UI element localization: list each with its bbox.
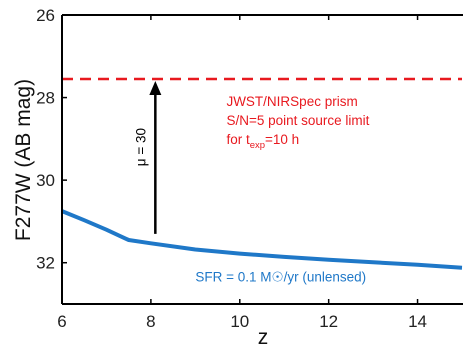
x-tick-label: 14 bbox=[408, 312, 427, 331]
y-axis-title: F277W (AB mag) bbox=[12, 79, 35, 241]
x-tick-label: 12 bbox=[319, 312, 338, 331]
y-tick-label: 26 bbox=[36, 6, 55, 25]
x-tick-label: 6 bbox=[57, 312, 66, 331]
y-tick-label: 32 bbox=[36, 254, 55, 273]
x-axis-title: z bbox=[258, 326, 269, 349]
series-line bbox=[61, 209, 463, 270]
limit-label-line: JWST/NIRSpec prism bbox=[226, 94, 357, 109]
series-label: SFR = 0.1 M☉/yr (unlensed) bbox=[195, 269, 366, 284]
x-tick-label: 8 bbox=[146, 312, 155, 331]
limit-label-line: S/N=5 point source limit bbox=[226, 113, 369, 128]
y-tick-label: 30 bbox=[36, 171, 55, 190]
y-tick-label: 28 bbox=[36, 89, 55, 108]
plot-area: 6 8 10 12 14 26 28 30 32 SFR = 0.1 M☉/yr (unlens… bbox=[36, 6, 463, 331]
limit-label-exposure: for texp=10 h bbox=[226, 132, 299, 151]
magnification-label: μ = 30 bbox=[133, 128, 148, 166]
magnification-arrow-head bbox=[149, 80, 162, 95]
x-tick-label: 10 bbox=[230, 312, 249, 331]
